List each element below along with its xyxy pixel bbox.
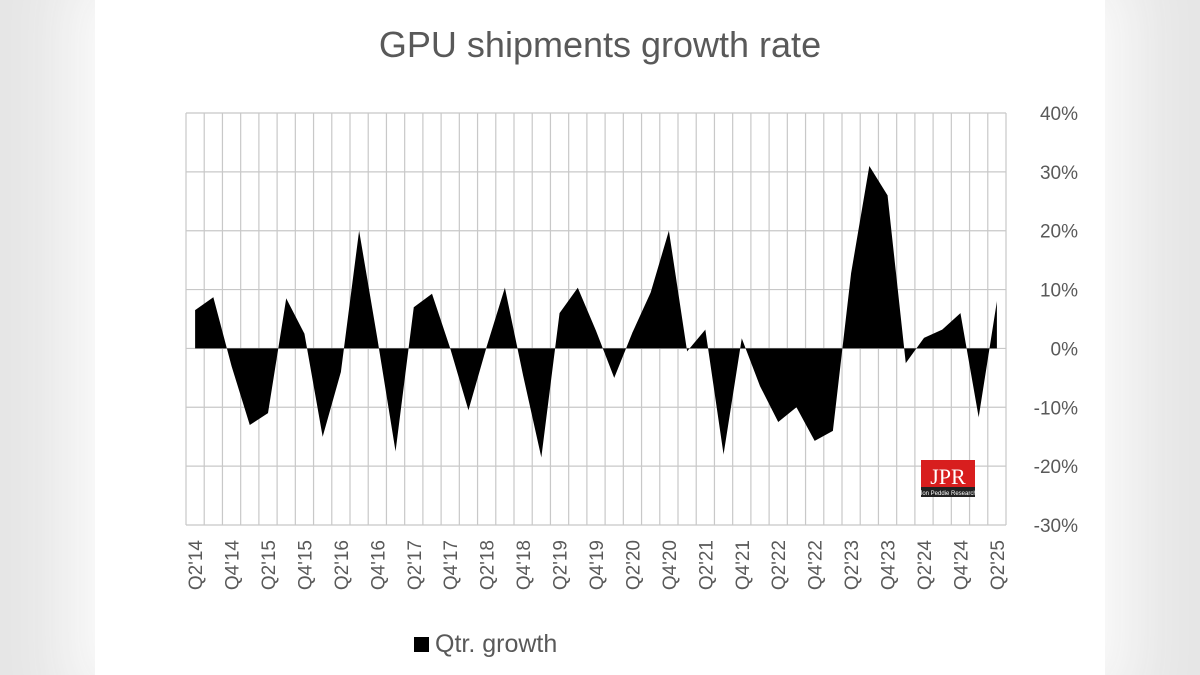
svg-text:Jon Peddie Research: Jon Peddie Research bbox=[919, 491, 976, 497]
x-tick-label: Q4'24 bbox=[951, 540, 972, 591]
x-tick-label: Q2'16 bbox=[332, 540, 353, 590]
x-tick-label: Q2'24 bbox=[915, 540, 936, 591]
x-tick-label: Q4'21 bbox=[733, 540, 754, 590]
x-tick-label: Q4'14 bbox=[223, 540, 244, 591]
x-tick-label: Q2'18 bbox=[478, 540, 499, 590]
legend-swatch bbox=[414, 637, 429, 652]
x-tick-label: Q2'22 bbox=[769, 540, 790, 590]
y-tick-label: 30% bbox=[1040, 163, 1078, 184]
x-tick-label: Q2'19 bbox=[551, 540, 572, 590]
jpr-logo: JPR Jon Peddie Research bbox=[919, 460, 977, 497]
legend-label: Qtr. growth bbox=[435, 630, 558, 658]
y-tick-label: 20% bbox=[1040, 222, 1078, 243]
x-tick-label: Q4'19 bbox=[587, 540, 608, 590]
x-tick-label: Q4'22 bbox=[806, 540, 827, 590]
x-tick-label: Q2'20 bbox=[623, 540, 644, 590]
x-tick-label: Q2'15 bbox=[259, 540, 280, 590]
y-tick-label: -30% bbox=[1034, 516, 1078, 537]
x-tick-label: Q4'23 bbox=[879, 540, 900, 590]
y-tick-label: 40% bbox=[1040, 104, 1078, 125]
x-tick-label: Q2'14 bbox=[186, 540, 207, 591]
y-tick-label: -20% bbox=[1034, 457, 1078, 478]
series-area-qtr-growth bbox=[195, 165, 997, 458]
x-tick-label: Q4'20 bbox=[660, 540, 681, 590]
y-tick-label: -10% bbox=[1034, 398, 1078, 419]
x-tick-label: Q2'23 bbox=[842, 540, 863, 590]
y-tick-label: 0% bbox=[1051, 339, 1079, 360]
y-tick-label: 10% bbox=[1040, 281, 1078, 302]
x-tick-label: Q4'18 bbox=[514, 540, 535, 590]
x-tick-label: Q4'17 bbox=[441, 540, 462, 590]
x-tick-label: Q2'17 bbox=[405, 540, 426, 590]
x-tick-label: Q4'15 bbox=[295, 540, 316, 590]
x-tick-label: Q2'21 bbox=[696, 540, 717, 590]
legend: Qtr. growth bbox=[414, 630, 557, 659]
x-tick-label: Q2'25 bbox=[988, 540, 1009, 590]
svg-text:JPR: JPR bbox=[930, 464, 966, 489]
chart-title: GPU shipments growth rate bbox=[378, 24, 822, 65]
x-tick-label: Q4'16 bbox=[368, 540, 389, 590]
